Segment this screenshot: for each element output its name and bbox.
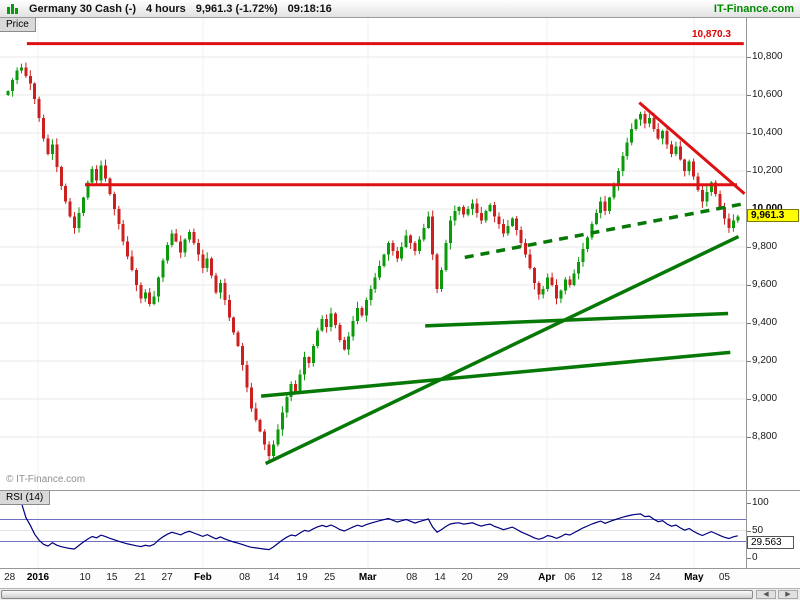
time-axis-label: 08 bbox=[406, 572, 418, 583]
rsi-value-badge: 29.563 bbox=[747, 535, 794, 549]
scroll-right-button[interactable]: ▶ bbox=[778, 590, 798, 599]
price-axis-label: 10,800 bbox=[747, 51, 783, 62]
rsi-axis-label: 100 bbox=[747, 497, 769, 508]
price-axis-label: 9,600 bbox=[746, 279, 778, 290]
time-axis-label: 28 bbox=[4, 572, 16, 583]
time-axis-label: 24 bbox=[649, 572, 661, 583]
quote-change: 9,961.3 (-1.72%) bbox=[195, 2, 278, 15]
price-axis-label: 10,400 bbox=[747, 127, 783, 138]
time-axis-label: 08 bbox=[239, 572, 251, 583]
time-axis-label: 14 bbox=[268, 572, 280, 583]
scroll-left-button[interactable]: ◀ bbox=[756, 590, 776, 599]
time-axis-label: 19 bbox=[296, 572, 308, 583]
price-axis-label: 10,600 bbox=[747, 89, 783, 100]
time-axis-label: 05 bbox=[718, 572, 730, 583]
time-axis-label: 18 bbox=[621, 572, 633, 583]
time-axis-label: 27 bbox=[161, 572, 173, 583]
time-axis-label: May bbox=[684, 572, 704, 583]
time-axis-label: Mar bbox=[358, 572, 377, 583]
price-axis-label: 10,200 bbox=[747, 165, 783, 176]
rsi-axis-label: 50 bbox=[746, 524, 764, 536]
rsi-panel: RSI (14) 29.563 100 50 0 bbox=[0, 490, 800, 568]
chart-header: Germany 30 Cash (-) 4 hours 9,961.3 (-1.… bbox=[0, 0, 800, 18]
time-axis-label: 06 bbox=[564, 572, 576, 583]
horizontal-scrollbar[interactable]: ◀ ▶ bbox=[0, 588, 800, 600]
time-axis-label: 14 bbox=[434, 572, 446, 583]
copyright-watermark: © IT-Finance.com bbox=[6, 474, 86, 485]
time-axis-label: 25 bbox=[324, 572, 336, 583]
instrument-chart-icon bbox=[6, 3, 19, 15]
resistance-price-label: 10,870.3 bbox=[692, 29, 731, 40]
price-axis-label: 9,400 bbox=[746, 317, 778, 328]
rsi-axis[interactable]: 29.563 100 50 0 bbox=[746, 491, 800, 568]
quote-time: 09:18:16 bbox=[287, 2, 332, 15]
time-axis-label: 20 bbox=[461, 572, 473, 583]
last-price-badge: 9,961.3 bbox=[747, 209, 799, 223]
time-axis-label: Apr bbox=[538, 572, 556, 583]
price-axis-label: 8,800 bbox=[746, 431, 778, 442]
time-axis-label: 15 bbox=[106, 572, 118, 583]
price-axis[interactable]: 9,961.3 10,80010,60010,40010,20010,0009,… bbox=[746, 18, 800, 490]
time-axis[interactable]: 28 2016 10 15 21 27 Feb 08 14 19 25 Mar 08 14 20 29 Apr 0… bbox=[0, 568, 800, 588]
price-chart-canvas[interactable] bbox=[0, 18, 746, 490]
time-axis-label: 2016 bbox=[26, 572, 50, 583]
price-axis-label: 9,200 bbox=[746, 355, 778, 366]
instrument-name: Germany 30 Cash (-) bbox=[29, 2, 136, 15]
time-axis-label: 12 bbox=[591, 572, 603, 583]
price-panel: Price 10,870.3 © IT-Finance.com 9,961.3 … bbox=[0, 18, 800, 490]
rsi-panel-tab[interactable]: RSI (14) bbox=[0, 491, 51, 505]
price-axis-label: 9,000 bbox=[746, 393, 778, 404]
time-axis-label: 21 bbox=[134, 572, 146, 583]
timeframe-label: 4 hours bbox=[145, 2, 186, 15]
scrollbar-thumb[interactable] bbox=[1, 590, 753, 599]
rsi-chart-canvas[interactable] bbox=[0, 491, 746, 568]
time-axis-label: Feb bbox=[194, 572, 212, 583]
price-panel-tab[interactable]: Price bbox=[0, 18, 36, 32]
price-axis-label: 9,800 bbox=[746, 241, 778, 252]
time-axis-label: 10 bbox=[79, 572, 91, 583]
brand-label: IT-Finance.com bbox=[713, 2, 794, 15]
rsi-axis-label: 0 bbox=[747, 552, 758, 563]
time-axis-label: 29 bbox=[497, 572, 509, 583]
